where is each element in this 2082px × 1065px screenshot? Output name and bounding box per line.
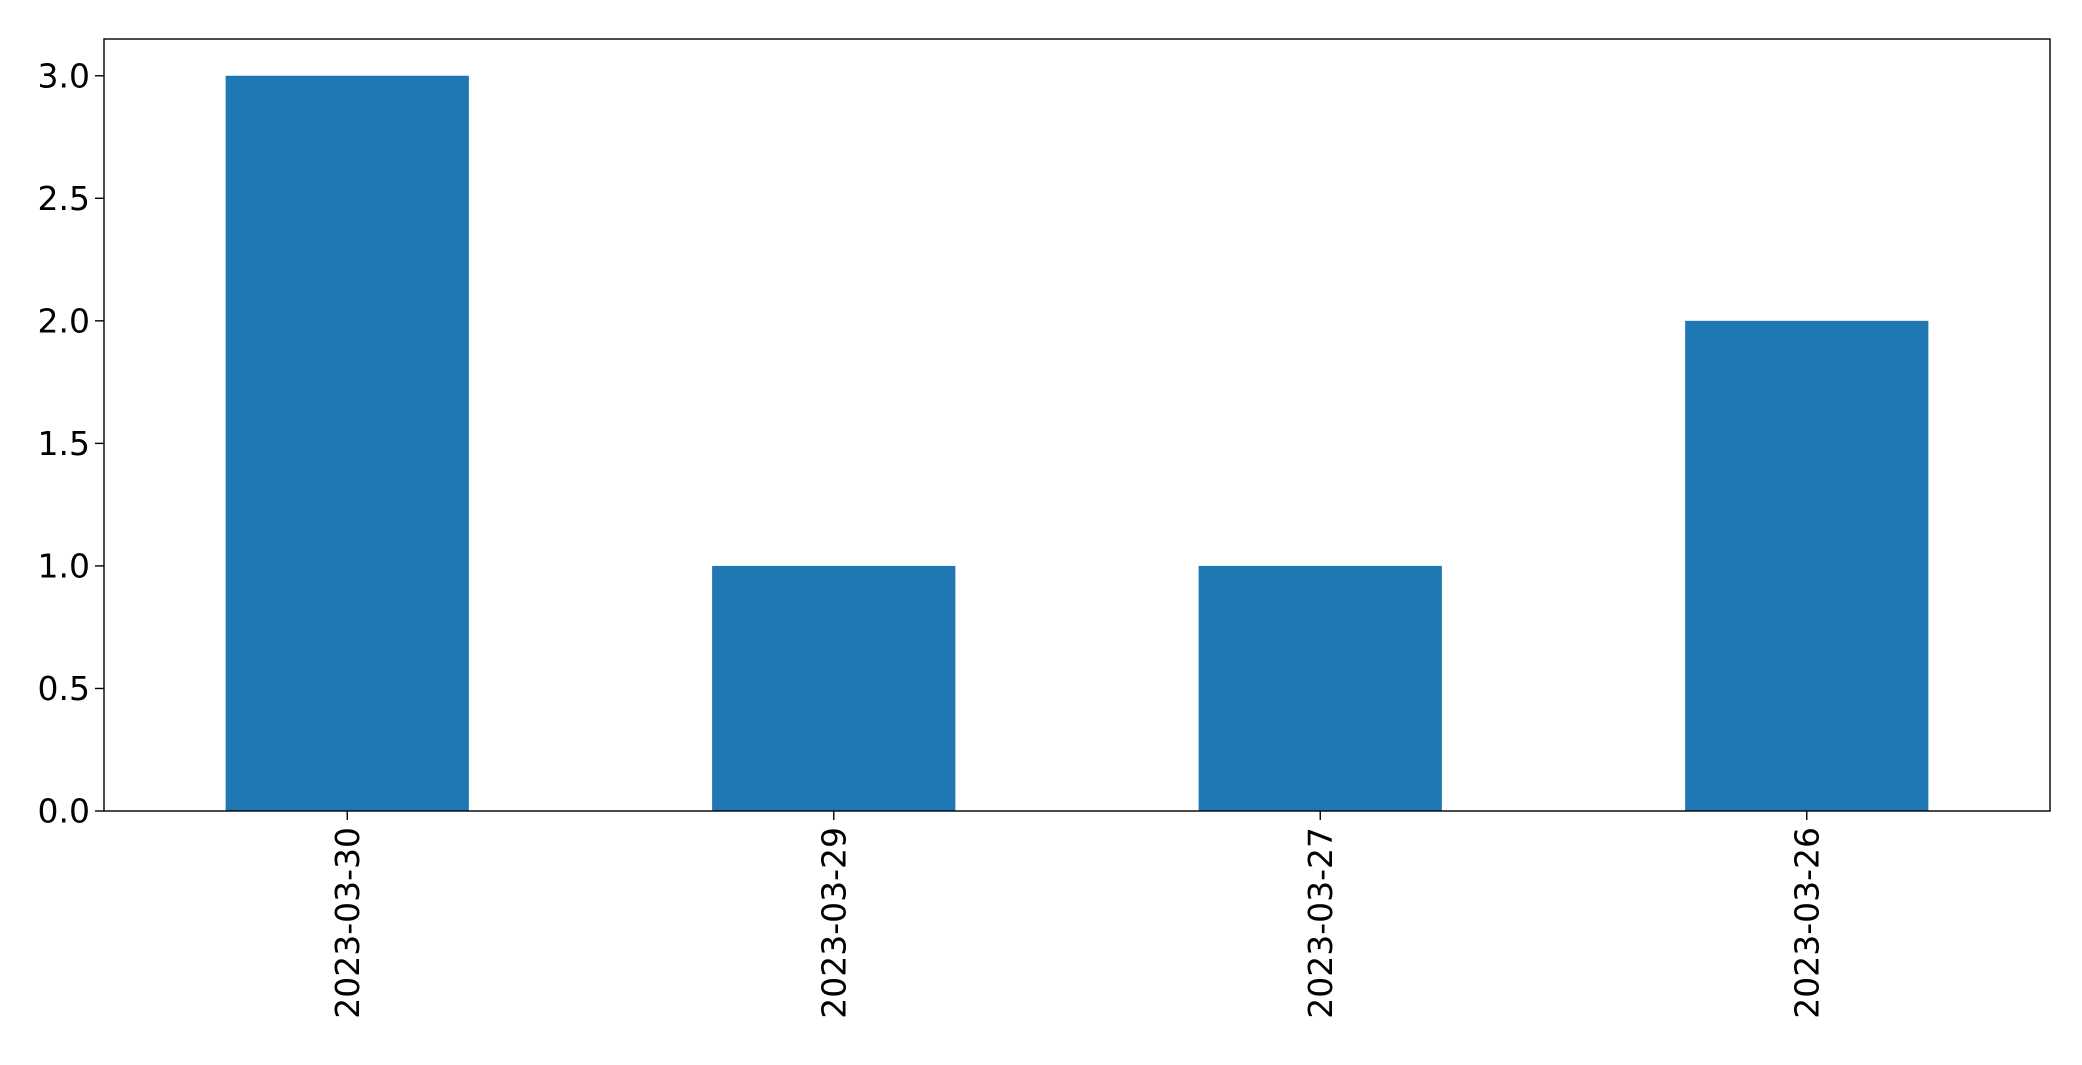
y-tick-label: 0.5 [38,669,90,708]
ticks-layer: 0.0 0.5 1.0 1.5 2.0 2.5 3.0 2023-03-30 2023-03-2… [38,56,1827,1019]
x-tick-label: 2023-03-26 [1787,827,1826,1019]
x-tick-label: 2023-03-27 [1301,827,1340,1019]
x-tick-label: 2023-03-29 [814,827,853,1019]
axes-frame [103,38,2051,812]
x-tick-label: 2023-03-30 [328,827,367,1019]
bars-layer [225,75,1929,811]
y-tick-label: 0.0 [38,792,90,831]
axes-layer [103,38,2051,812]
y-tick-label: 1.5 [38,424,90,463]
y-tick-label: 2.0 [38,301,90,340]
bar-2023-03-30 [225,75,469,811]
bar-2023-03-29 [712,565,956,811]
y-tick-label: 1.0 [38,546,90,585]
bar-2023-03-26 [1685,320,1929,811]
y-tick-label: 3.0 [38,56,90,95]
y-tick-label: 2.5 [38,179,90,218]
bar-2023-03-27 [1198,565,1442,811]
